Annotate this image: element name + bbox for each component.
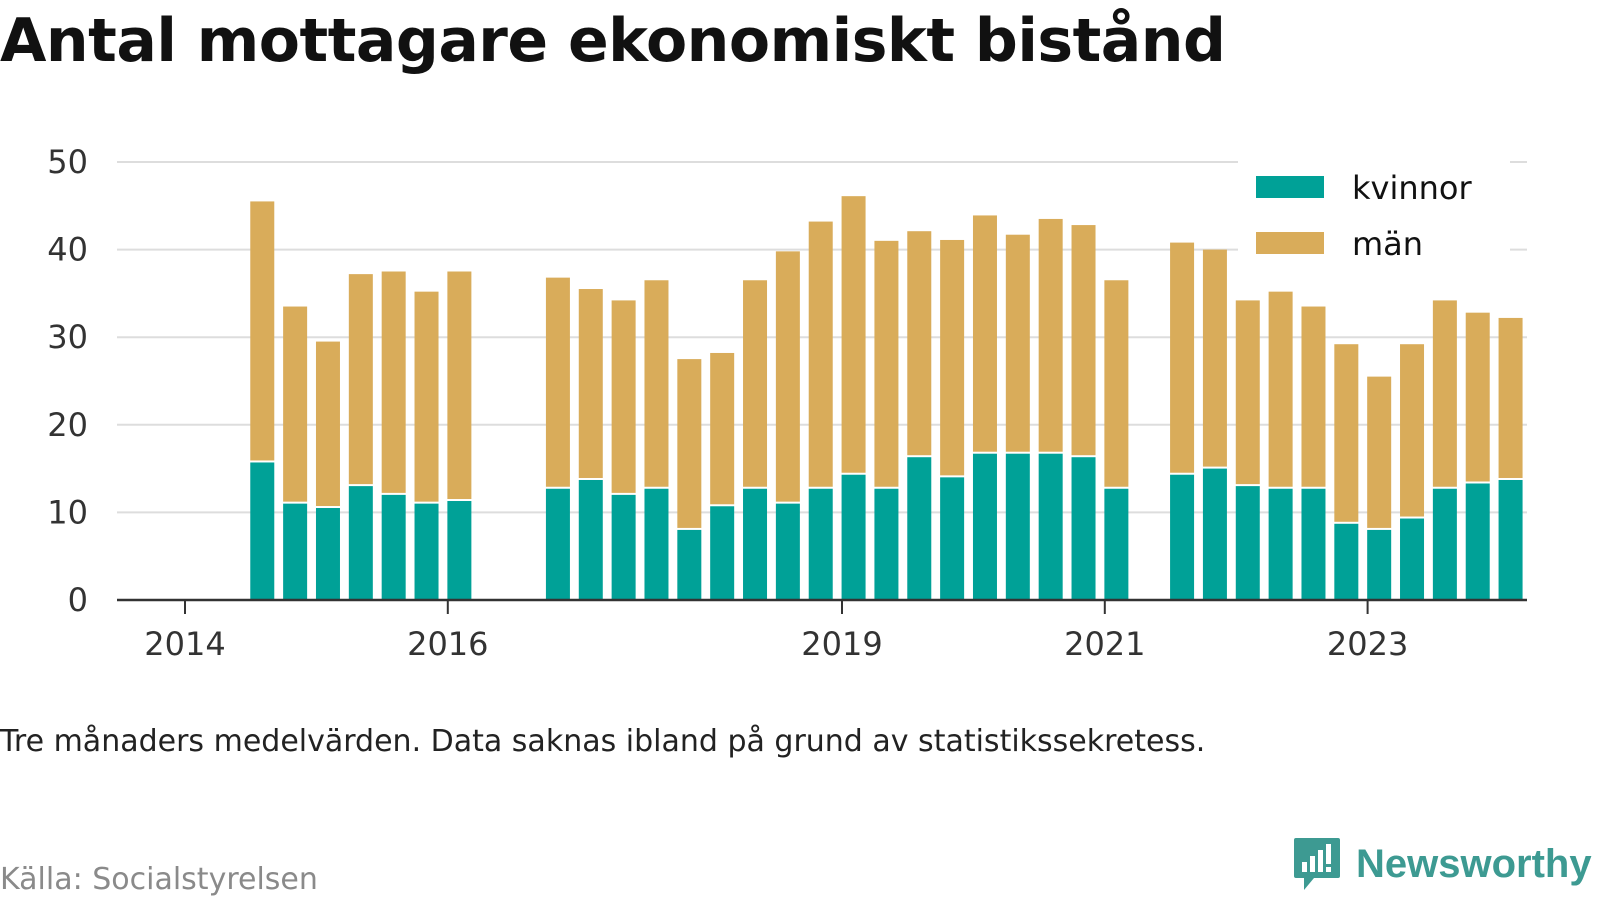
bar-kvinnor	[874, 488, 899, 600]
bar-man	[677, 359, 702, 528]
y-tick-label: 50	[47, 143, 88, 181]
y-tick-label: 30	[47, 318, 88, 356]
legend-swatch-kvinnor	[1256, 176, 1324, 198]
bar-man	[1498, 317, 1523, 478]
bar-man	[907, 231, 932, 456]
chart-title: Antal mottagare ekonomiskt bistånd	[0, 6, 1226, 76]
bar-kvinnor	[381, 494, 406, 600]
bar-kvinnor	[940, 477, 965, 600]
bar-man	[1104, 280, 1129, 487]
bar-man	[710, 352, 735, 505]
bar-man	[1367, 376, 1392, 528]
bar-kvinnor	[1465, 483, 1490, 600]
bar-kvinnor	[1367, 529, 1392, 600]
bar-kvinnor	[283, 503, 308, 600]
y-tick-label: 20	[47, 406, 88, 444]
y-tick-label: 40	[47, 231, 88, 269]
bar-kvinnor	[743, 488, 768, 600]
bar-man	[1005, 234, 1030, 452]
bar-kvinnor	[1071, 457, 1096, 600]
chart-note: Tre månaders medelvärden. Data saknas ib…	[0, 724, 1206, 759]
x-tick-label: 2016	[407, 625, 488, 663]
bar-kvinnor	[1104, 488, 1129, 600]
bar-kvinnor	[545, 488, 570, 600]
bar-man	[414, 291, 439, 502]
bar-kvinnor	[1334, 523, 1359, 600]
bar-kvinnor	[414, 503, 439, 600]
bar-kvinnor	[710, 506, 735, 600]
bar-kvinnor	[972, 453, 997, 600]
bar-kvinnor	[644, 488, 669, 600]
bar-kvinnor	[1400, 518, 1425, 600]
x-tick-label: 2021	[1064, 625, 1145, 663]
bar-man	[743, 280, 768, 487]
bar-man	[250, 201, 275, 461]
bar-man	[545, 277, 570, 487]
bar-man	[348, 274, 373, 485]
bar-man	[841, 196, 866, 473]
x-tick-label: 2014	[144, 625, 225, 663]
y-tick-label: 0	[68, 581, 88, 619]
legend-swatch-man	[1256, 232, 1324, 254]
bar-man	[1071, 225, 1096, 456]
bar-man	[808, 221, 833, 487]
bar-man	[1432, 300, 1457, 487]
legend-label-man: män	[1352, 225, 1423, 263]
bar-man	[940, 239, 965, 476]
bar-kvinnor	[1170, 474, 1195, 600]
x-tick-label: 2023	[1327, 625, 1408, 663]
bar-man	[1235, 300, 1260, 485]
bar-man	[1334, 344, 1359, 522]
legend-label-kvinnor: kvinnor	[1352, 169, 1473, 207]
y-axis-tick-labels: 0 10 20 30 40 50	[47, 143, 88, 619]
bar-kvinnor	[1038, 453, 1063, 600]
x-tick-label: 2019	[801, 625, 882, 663]
y-tick-label: 10	[47, 493, 88, 531]
bar-kvinnor	[1005, 453, 1030, 600]
bar-man	[874, 240, 899, 487]
bar-man	[315, 341, 340, 507]
bar-man	[644, 280, 669, 487]
source-credit: Källa: Socialstyrelsen	[0, 862, 318, 897]
bars	[250, 196, 1523, 600]
bar-kvinnor	[1268, 488, 1293, 600]
bar-kvinnor	[447, 501, 472, 600]
bar-kvinnor	[677, 529, 702, 600]
bar-kvinnor	[907, 457, 932, 600]
bar-kvinnor	[1498, 479, 1523, 600]
bar-man	[1268, 291, 1293, 487]
brand-name: Newsworthy	[1356, 841, 1592, 886]
bar-kvinnor	[1432, 488, 1457, 600]
legend: kvinnor män	[1238, 156, 1510, 276]
bar-man	[1170, 242, 1195, 473]
bar-kvinnor	[808, 488, 833, 600]
bar-kvinnor	[250, 462, 275, 600]
bar-kvinnor	[1235, 486, 1260, 600]
bar-man	[611, 300, 636, 493]
bar-man	[578, 289, 603, 478]
bar-kvinnor	[348, 486, 373, 600]
newsworthy-logo-icon	[1294, 838, 1340, 890]
bar-man	[775, 251, 800, 502]
bar-man	[1465, 312, 1490, 482]
bar-kvinnor	[1301, 488, 1326, 600]
bar-chart: 0 10 20 30 40 50 2014 2016 2019 2021 2023 kvinnor…	[47, 143, 1527, 663]
brand-logo[interactable]: Newsworthy	[1292, 836, 1592, 892]
bar-man	[381, 271, 406, 493]
bar-kvinnor	[315, 508, 340, 600]
bar-kvinnor	[611, 494, 636, 600]
bar-kvinnor	[775, 503, 800, 600]
bar-kvinnor	[1202, 468, 1227, 600]
bar-man	[1038, 218, 1063, 452]
x-axis: 2014 2016 2019 2021 2023	[117, 598, 1527, 663]
bar-man	[972, 215, 997, 452]
bar-kvinnor	[578, 479, 603, 600]
bar-man	[1202, 249, 1227, 467]
bar-man	[283, 306, 308, 502]
bar-kvinnor	[841, 474, 866, 600]
bar-man	[447, 271, 472, 500]
bar-man	[1301, 306, 1326, 487]
bar-man	[1400, 344, 1425, 517]
